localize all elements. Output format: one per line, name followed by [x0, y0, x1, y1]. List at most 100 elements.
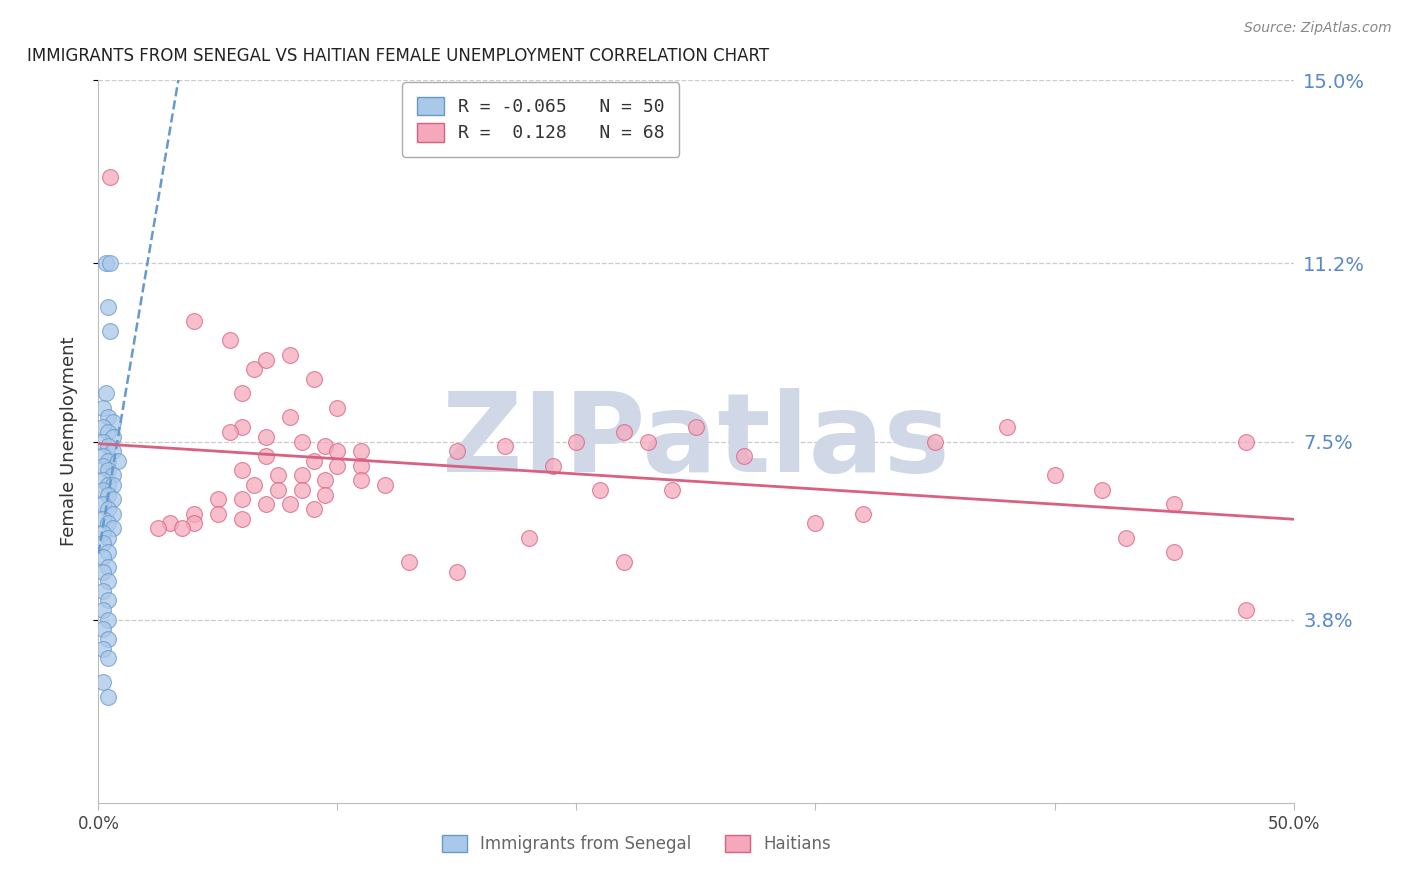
Point [995, 420, 1018, 434]
Point [1234, 603, 1257, 617]
Point [315, 439, 337, 453]
Point [91, 401, 114, 415]
Point [97, 439, 120, 453]
Point [254, 497, 277, 511]
Point [101, 492, 124, 507]
Point [97, 454, 120, 468]
Point [243, 362, 266, 376]
Point [91, 473, 114, 487]
Point [172, 521, 194, 535]
Point [254, 449, 277, 463]
Point [517, 531, 540, 545]
Point [91, 511, 114, 525]
Point [91, 458, 114, 473]
Point [804, 516, 827, 531]
Point [91, 550, 114, 565]
Point [91, 583, 114, 598]
Point [565, 434, 588, 449]
Point [267, 468, 290, 483]
Point [97, 463, 120, 477]
Point [101, 415, 124, 429]
Point [97, 516, 120, 531]
Point [219, 425, 242, 439]
Point [97, 613, 120, 627]
Point [733, 449, 755, 463]
Point [267, 483, 290, 497]
Point [183, 516, 205, 531]
Point [91, 497, 114, 511]
Point [91, 603, 114, 617]
Point [91, 623, 114, 637]
Point [91, 449, 114, 463]
Point [231, 463, 253, 477]
Point [446, 565, 468, 579]
Point [91, 434, 114, 449]
Point [278, 497, 301, 511]
Point [1091, 483, 1114, 497]
Point [231, 511, 253, 525]
Point [1163, 545, 1185, 559]
Point [98, 256, 122, 270]
Point [97, 593, 120, 607]
Point [97, 300, 120, 314]
Point [98, 169, 122, 184]
Point [374, 478, 396, 492]
Point [91, 420, 114, 434]
Point [350, 444, 373, 458]
Point [159, 516, 181, 531]
Point [101, 468, 124, 483]
Point [97, 410, 120, 425]
Point [613, 555, 636, 569]
Point [446, 444, 468, 458]
Point [302, 502, 325, 516]
Point [94, 256, 117, 270]
Text: IMMIGRANTS FROM SENEGAL VS HAITIAN FEMALE UNEMPLOYMENT CORRELATION CHART: IMMIGRANTS FROM SENEGAL VS HAITIAN FEMAL… [27, 47, 769, 65]
Point [589, 483, 612, 497]
Point [97, 531, 120, 545]
Point [101, 444, 124, 458]
Point [97, 690, 120, 704]
Point [254, 352, 277, 367]
Point [291, 468, 314, 483]
Point [97, 632, 120, 646]
Text: ZIPatlas: ZIPatlas [441, 388, 950, 495]
Point [231, 492, 253, 507]
Point [91, 535, 114, 549]
Point [291, 434, 314, 449]
Point [302, 454, 325, 468]
Point [637, 434, 659, 449]
Point [1043, 468, 1066, 483]
Point [1234, 434, 1257, 449]
Point [91, 483, 114, 497]
Point [315, 487, 337, 501]
Point [231, 420, 253, 434]
Legend: Immigrants from Senegal, Haitians: Immigrants from Senegal, Haitians [434, 828, 838, 860]
Point [101, 478, 124, 492]
Point [97, 559, 120, 574]
Point [97, 425, 120, 439]
Point [924, 434, 946, 449]
Point [219, 334, 242, 348]
Point [494, 439, 516, 453]
Point [91, 565, 114, 579]
Point [613, 425, 636, 439]
Point [97, 651, 120, 665]
Point [97, 487, 120, 501]
Y-axis label: Female Unemployment: Female Unemployment [59, 337, 77, 546]
Point [91, 675, 114, 690]
Point [101, 430, 124, 444]
Point [302, 372, 325, 386]
Point [91, 526, 114, 541]
Text: Source: ZipAtlas.com: Source: ZipAtlas.com [1244, 21, 1392, 35]
Point [183, 314, 205, 328]
Point [101, 521, 124, 535]
Point [183, 507, 205, 521]
Point [1115, 531, 1137, 545]
Point [97, 574, 120, 589]
Point [852, 507, 875, 521]
Point [315, 473, 337, 487]
Point [685, 420, 707, 434]
Point [98, 324, 122, 338]
Point [326, 444, 349, 458]
Point [291, 483, 314, 497]
